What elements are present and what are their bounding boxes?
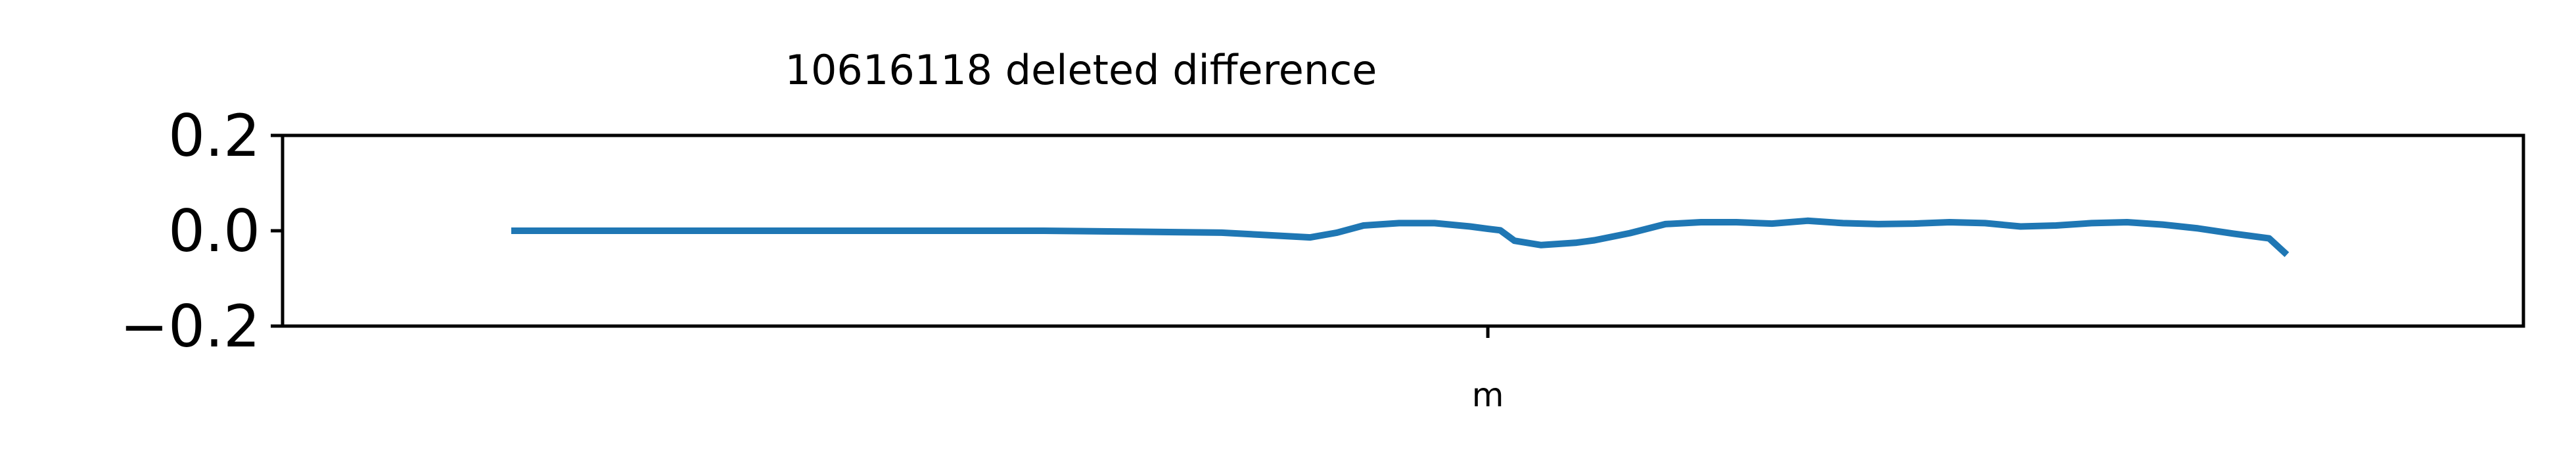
y-tick-label: 0.2	[168, 102, 260, 170]
x-tick-label: m	[1472, 376, 1504, 414]
y-tick-label: 0.0	[168, 197, 260, 265]
chart-title: 10616118 deleted difference	[785, 46, 1377, 94]
x-axis: m	[1472, 326, 1504, 414]
y-tick-label: −0.2	[120, 293, 260, 360]
plot-area	[281, 133, 2525, 328]
y-axis: 0.2 0.0 −0.2	[120, 102, 283, 360]
series-line	[511, 217, 2289, 257]
